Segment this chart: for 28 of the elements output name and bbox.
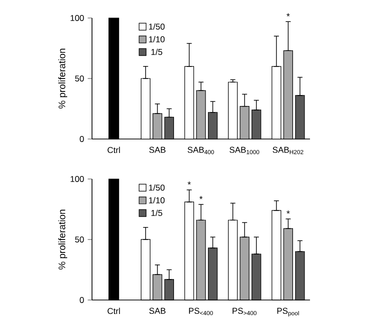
y-tick-label: 0	[80, 136, 84, 142]
annotation: *	[199, 196, 203, 200]
y-tick-label: 50	[75, 75, 84, 82]
x-tick-label: PS$_{pool}$	[277, 308, 299, 317]
x-tick-label: Ctrl	[108, 146, 120, 154]
y-tick-label: 100	[70, 14, 84, 21]
legend-label: 1/5	[151, 48, 162, 55]
y-tick-label: 50	[75, 236, 84, 242]
x-tick-label: SAB$_{1000}$	[230, 146, 260, 154]
y-axis-title: % proliferation	[58, 210, 68, 270]
x-tick-label: Ctrl	[108, 308, 120, 314]
x-tick-label: PS$_{>400}$	[232, 308, 256, 316]
annotation: *	[188, 181, 191, 185]
annotation: *	[286, 13, 290, 16]
legend-label: 1/50	[149, 23, 165, 30]
legend-label: 1/10	[149, 197, 165, 204]
x-tick-label: SAB$_{400}$	[188, 146, 214, 154]
legend-label: 1/5	[151, 210, 162, 216]
annotation: *	[286, 210, 290, 214]
y-axis-title: % proliferation	[58, 48, 68, 109]
x-tick-label: PS$_{<400}$	[189, 308, 213, 316]
y-tick-label: 100	[70, 176, 84, 182]
x-tick-label: SAB	[149, 308, 166, 314]
x-tick-label: SAB	[149, 146, 166, 153]
y-tick-label: 0	[80, 296, 84, 303]
legend-label: 1/50	[149, 184, 165, 191]
legend-label: 1/10	[149, 36, 165, 42]
x-tick-label: SAB$_{H202}$	[272, 146, 304, 154]
